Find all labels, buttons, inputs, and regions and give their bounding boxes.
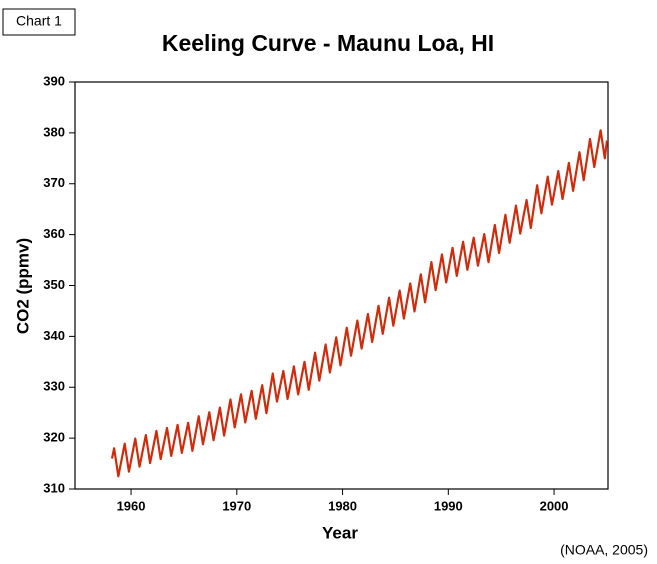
y-tick-label: 330 [43, 379, 65, 394]
x-tick-label: 1980 [328, 498, 357, 513]
x-axis-label: Year [322, 523, 358, 542]
chart-label: Chart 1 [16, 13, 62, 29]
y-tick-label: 310 [43, 480, 65, 495]
x-tick-label: 1990 [434, 498, 463, 513]
x-tick-label: 1960 [117, 498, 146, 513]
y-tick-label: 370 [43, 175, 65, 190]
y-tick-label: 340 [43, 328, 65, 343]
plot-frame [74, 81, 609, 490]
y-tick-label: 360 [43, 226, 65, 241]
y-tick-label: 390 [43, 73, 65, 88]
y-tick-label: 350 [43, 277, 65, 292]
data-line [110, 129, 609, 478]
y-axis-label: CO2 (ppmv) [13, 238, 32, 334]
x-tick-label: 1970 [222, 498, 251, 513]
chart-title: Keeling Curve - Maunu Loa, HI [162, 30, 494, 56]
x-tick-label: 2000 [540, 498, 569, 513]
chart-label-box [2, 8, 76, 36]
y-tick-label: 320 [43, 430, 65, 445]
y-tick-label: 380 [43, 124, 65, 139]
source-note: (NOAA, 2005) [560, 542, 648, 558]
